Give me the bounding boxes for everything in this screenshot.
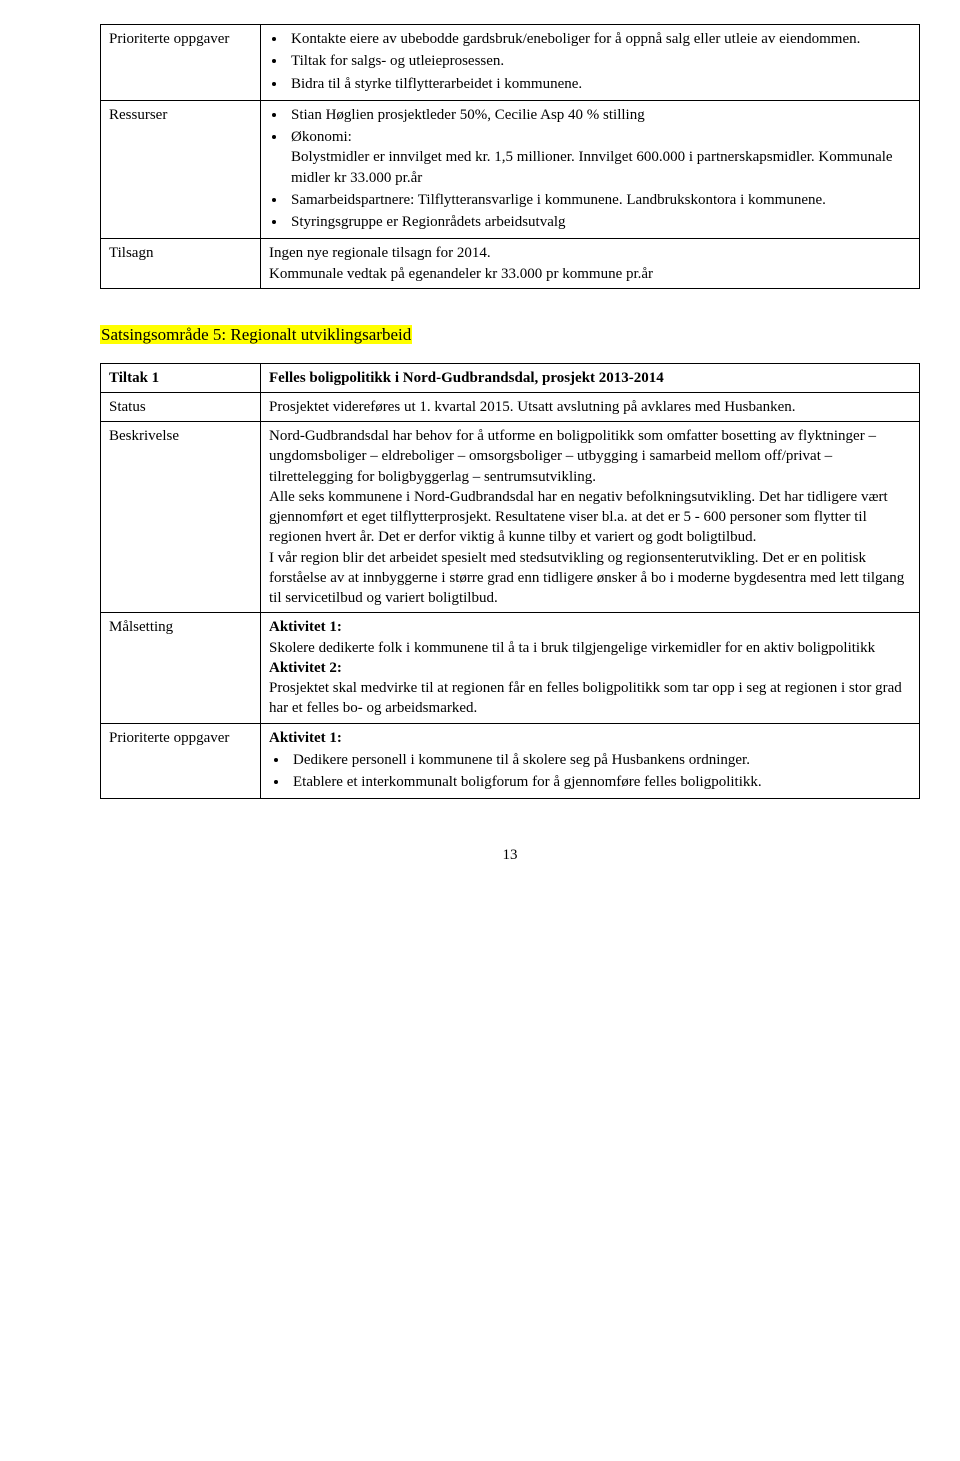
table-row: Målsetting Aktivitet 1: Skolere dedikert… bbox=[101, 613, 920, 723]
table-row: Ressurser Stian Høglien prosjektleder 50… bbox=[101, 100, 920, 239]
row-content: Stian Høglien prosjektleder 50%, Cecilie… bbox=[261, 100, 920, 239]
row-content: Aktivitet 1: Dedikere personell i kommun… bbox=[261, 723, 920, 799]
activity-head: Aktivitet 2: bbox=[269, 660, 342, 676]
table-row: Prioriterte oppgaver Aktivitet 1: Dedike… bbox=[101, 723, 920, 799]
activity-head: Aktivitet 1: bbox=[269, 730, 342, 746]
table-row: Prioriterte oppgaver Kontakte eiere av u… bbox=[101, 25, 920, 101]
list-item: Økonomi: Bolystmidler er innvilget med k… bbox=[287, 127, 911, 188]
row-label: Beskrivelse bbox=[101, 422, 261, 613]
page-number: 13 bbox=[100, 847, 920, 864]
table-row: Tiltak 1 Felles boligpolitikk i Nord-Gud… bbox=[101, 363, 920, 392]
row-label: Tilsagn bbox=[101, 239, 261, 289]
row-label: Prioriterte oppgaver bbox=[101, 25, 261, 101]
row-label: Ressurser bbox=[101, 100, 261, 239]
activity-body: Skolere dedikerte folk i kommunene til å… bbox=[269, 638, 911, 658]
section-heading: Satsingsområde 5: Regionalt utviklingsar… bbox=[100, 325, 412, 344]
row-content: Kontakte eiere av ubebodde gardsbruk/ene… bbox=[261, 25, 920, 101]
row-label: Prioriterte oppgaver bbox=[101, 723, 261, 799]
table-top: Prioriterte oppgaver Kontakte eiere av u… bbox=[100, 24, 920, 289]
table-row: Status Prosjektet videreføres ut 1. kvar… bbox=[101, 392, 920, 421]
list-item: Tiltak for salgs- og utleieprosessen. bbox=[287, 51, 911, 71]
row-content: Prosjektet videreføres ut 1. kvartal 201… bbox=[261, 392, 920, 421]
list-item: Kontakte eiere av ubebodde gardsbruk/ene… bbox=[287, 29, 911, 49]
row-content: Aktivitet 1: Skolere dedikerte folk i ko… bbox=[261, 613, 920, 723]
list-item: Etablere et interkommunalt boligforum fo… bbox=[289, 772, 911, 792]
list-item: Dedikere personell i kommunene til å sko… bbox=[289, 750, 911, 770]
row-label: Status bbox=[101, 392, 261, 421]
row-content: Nord-Gudbrandsdal har behov for å utform… bbox=[261, 422, 920, 613]
table-row: Tilsagn Ingen nye regionale tilsagn for … bbox=[101, 239, 920, 289]
list-item: Samarbeidspartnere: Tilflytteransvarlige… bbox=[287, 190, 911, 210]
section-heading-wrap: Satsingsområde 5: Regionalt utviklingsar… bbox=[100, 323, 920, 347]
list-item: Styringsgruppe er Regionrådets arbeidsut… bbox=[287, 212, 911, 232]
list-item: Stian Høglien prosjektleder 50%, Cecilie… bbox=[287, 105, 911, 125]
activity-body: Prosjektet skal medvirke til at regionen… bbox=[269, 678, 911, 719]
activity-head: Aktivitet 1: bbox=[269, 619, 342, 635]
row-label: Målsetting bbox=[101, 613, 261, 723]
table-bottom: Tiltak 1 Felles boligpolitikk i Nord-Gud… bbox=[100, 363, 920, 800]
list-item: Bidra til å styrke tilflytterarbeidet i … bbox=[287, 74, 911, 94]
table-row: Beskrivelse Nord-Gudbrandsdal har behov … bbox=[101, 422, 920, 613]
row-content: Ingen nye regionale tilsagn for 2014. Ko… bbox=[261, 239, 920, 289]
row-content: Felles boligpolitikk i Nord-Gudbrandsdal… bbox=[261, 363, 920, 392]
row-label: Tiltak 1 bbox=[101, 363, 261, 392]
